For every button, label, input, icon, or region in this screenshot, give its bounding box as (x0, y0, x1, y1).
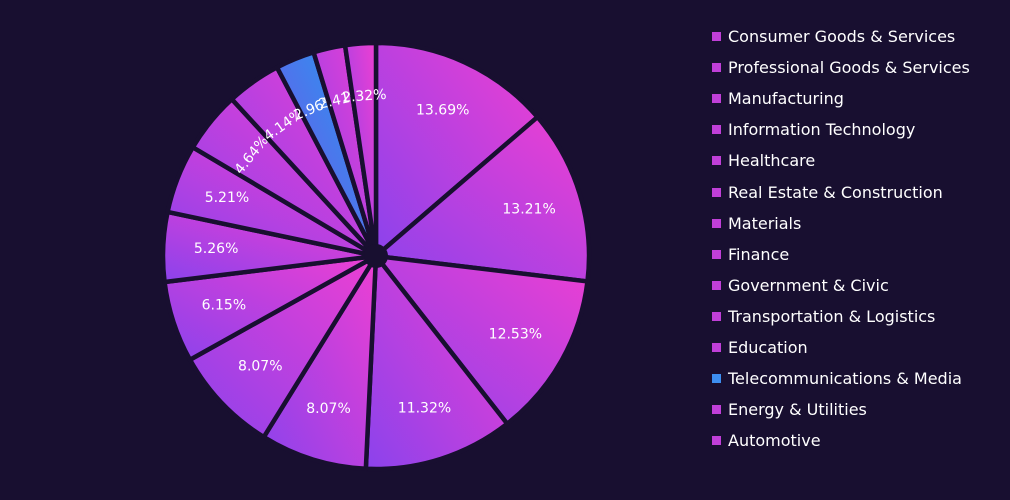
pie-slice-manufacturing[interactable] (373, 253, 590, 427)
pie-slice-professional-goods-and-services[interactable] (373, 114, 592, 284)
legend-label: Information Technology (728, 120, 916, 140)
legend-swatch-icon (712, 436, 721, 446)
legend-swatch-icon (712, 94, 721, 104)
slice-label-automotive: 2.32% (342, 87, 388, 106)
slice-label-finance: 5.26% (194, 241, 238, 257)
slice-label-manufacturing: 12.53% (489, 327, 542, 343)
legend-swatch-icon (712, 405, 721, 415)
slice-label-materials: 6.15% (202, 298, 246, 314)
legend-item-information-technology[interactable]: Information Technology (712, 114, 1007, 145)
pie-center-hub (364, 244, 388, 268)
legend-swatch-icon (712, 249, 721, 259)
legend-item-materials[interactable]: Materials (712, 208, 1007, 239)
legend-label: Telecommunications & Media (728, 369, 962, 389)
legend-item-government-and-civic[interactable]: Government & Civic (712, 270, 1007, 301)
legend-label: Consumer Goods & Services (728, 27, 956, 47)
legend-swatch-icon (712, 63, 721, 73)
legend-swatch-icon (712, 125, 721, 135)
legend-label: Education (728, 337, 808, 357)
slice-label-consumer-goods-and-services: 13.69% (416, 103, 469, 119)
legend-swatch-icon (712, 156, 721, 166)
legend-swatch-icon (712, 280, 721, 290)
legend-item-real-estate-and-construction[interactable]: Real Estate & Construction (712, 176, 1007, 207)
legend-label: Energy & Utilities (728, 400, 867, 420)
legend-item-education[interactable]: Education (712, 332, 1007, 363)
legend-label: Professional Goods & Services (728, 58, 970, 78)
legend-swatch-icon (712, 187, 721, 197)
legend-item-energy-and-utilities[interactable]: Energy & Utilities (712, 394, 1007, 425)
legend-label: Government & Civic (728, 275, 889, 295)
legend-item-healthcare[interactable]: Healthcare (712, 145, 1007, 176)
pie-slice-information-technology[interactable] (363, 253, 510, 472)
legend-item-telecommunications-and-media[interactable]: Telecommunications & Media (712, 363, 1007, 394)
legend-item-transportation-and-logistics[interactable]: Transportation & Logistics (712, 301, 1007, 332)
legend-label: Manufacturing (728, 89, 844, 109)
legend-swatch-icon (712, 218, 721, 228)
legend-swatch-icon (712, 342, 721, 352)
slice-label-government-and-civic: 5.21% (205, 190, 249, 206)
legend-label: Real Estate & Construction (728, 182, 943, 202)
legend-swatch-icon (712, 32, 721, 42)
legend-item-manufacturing[interactable]: Manufacturing (712, 83, 1007, 114)
legend-label: Automotive (728, 431, 821, 451)
legend-swatch-icon (712, 311, 721, 321)
legend-item-automotive[interactable]: Automotive (712, 425, 1007, 456)
pie-slice-consumer-goods-and-services[interactable] (373, 40, 540, 259)
legend-swatch-icon (712, 374, 721, 384)
pie-slice-automotive[interactable] (342, 40, 379, 259)
slice-label-real-estate-and-construction: 8.07% (238, 358, 282, 374)
slice-label-professional-goods-and-services: 13.21% (502, 201, 555, 217)
slice-label-information-technology: 11.32% (398, 400, 451, 416)
legend-item-finance[interactable]: Finance (712, 239, 1007, 270)
legend-item-consumer-goods-and-services[interactable]: Consumer Goods & Services (712, 21, 1007, 52)
legend-label: Healthcare (728, 151, 816, 171)
legend-label: Finance (728, 244, 790, 264)
slice-label-healthcare: 8.07% (306, 401, 350, 417)
legend-label: Transportation & Logistics (728, 306, 936, 326)
legend-item-professional-goods-and-services[interactable]: Professional Goods & Services (712, 52, 1007, 83)
legend: Consumer Goods & Services Professional Go… (712, 21, 1007, 456)
legend-label: Materials (728, 213, 802, 233)
